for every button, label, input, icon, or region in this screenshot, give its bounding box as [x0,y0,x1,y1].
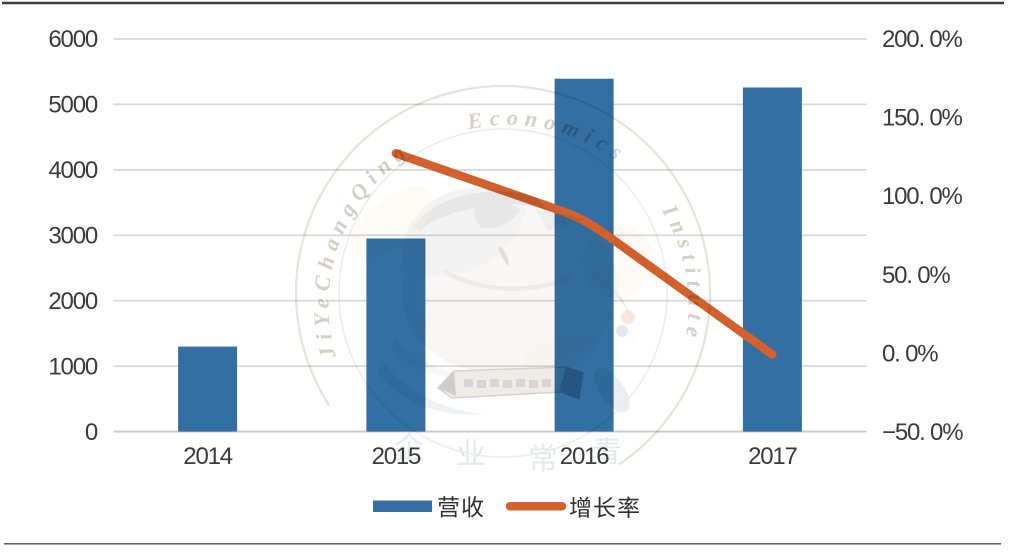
svg-text:1000: 1000 [48,353,97,380]
svg-text:2017: 2017 [748,443,797,470]
svg-text:50. 0%: 50. 0% [882,262,950,289]
svg-text:6000: 6000 [48,26,97,53]
svg-text:100. 0%: 100. 0% [882,183,963,210]
svg-text:3000: 3000 [48,223,97,250]
svg-text:2015: 2015 [372,443,421,470]
svg-text:2014: 2014 [183,443,232,470]
svg-text:0: 0 [85,419,98,446]
svg-text:0. 0%: 0. 0% [882,340,938,367]
svg-text:2000: 2000 [48,288,97,315]
svg-text:4000: 4000 [48,157,97,184]
svg-text:200. 0%: 200. 0% [882,26,963,53]
svg-text:150. 0%: 150. 0% [882,105,963,132]
svg-text:5000: 5000 [48,92,97,119]
svg-text:−50. 0%: −50. 0% [882,419,963,446]
